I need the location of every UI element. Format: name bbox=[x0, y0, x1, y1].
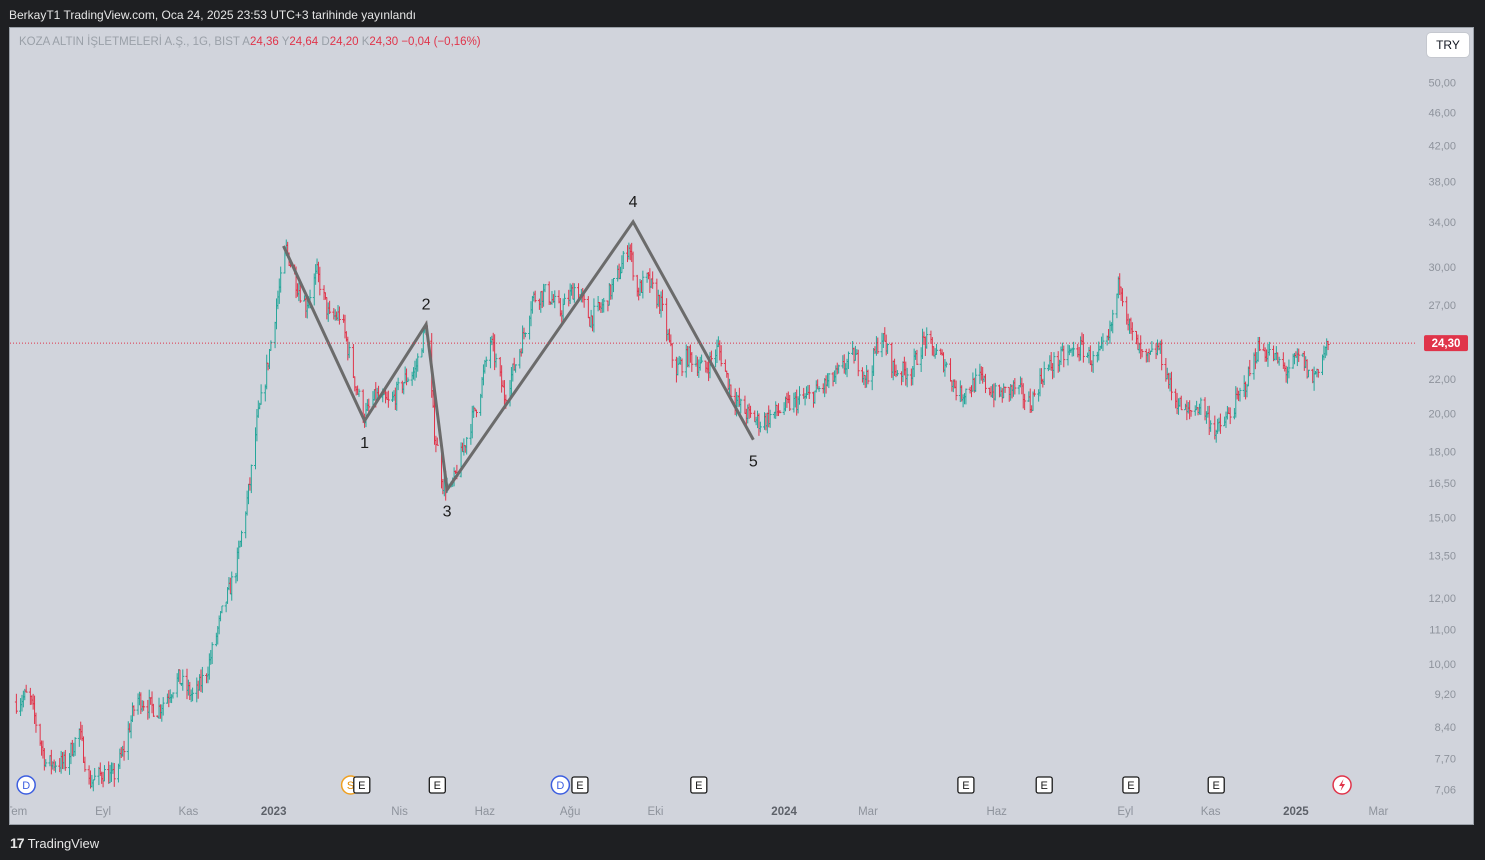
y-tick-label: 7,06 bbox=[1435, 785, 1456, 797]
y-tick-label: 10,00 bbox=[1428, 659, 1456, 671]
pattern-point-label: 5 bbox=[749, 454, 758, 471]
y-tick-label: 8,40 bbox=[1435, 722, 1456, 734]
y-tick-label: 30,00 bbox=[1428, 262, 1456, 274]
earnings-marker-label: E bbox=[358, 780, 365, 792]
earnings-marker bbox=[571, 776, 589, 794]
dividend-marker-label: D bbox=[22, 780, 30, 792]
zigzag-pattern-line bbox=[282, 218, 755, 494]
footer: 17 TradingView bbox=[0, 826, 1485, 860]
earnings-marker bbox=[1207, 776, 1225, 794]
high-value: 24,64 bbox=[289, 36, 319, 48]
x-tick-label: Mar bbox=[1369, 806, 1389, 818]
earnings-marker-label: E bbox=[1041, 780, 1048, 792]
close-label: K bbox=[361, 36, 370, 48]
x-tick-label: Haz bbox=[475, 806, 496, 818]
y-tick-label: 42,00 bbox=[1428, 140, 1456, 152]
price-line-layer: 24,30 bbox=[10, 335, 1468, 352]
y-tick-label: 13,50 bbox=[1428, 551, 1456, 563]
x-tick-label: Eki bbox=[647, 806, 663, 818]
earnings-marker-label: E bbox=[695, 780, 702, 792]
high-label: Y bbox=[281, 36, 290, 48]
x-tick-label: Kas bbox=[178, 806, 198, 818]
candles-layer bbox=[14, 239, 1330, 792]
low-label: D bbox=[321, 36, 330, 48]
publish-info-text: BerkayT1 TradingView.com, Oca 24, 2025 2… bbox=[9, 8, 417, 22]
y-tick-label: 50,00 bbox=[1428, 77, 1456, 89]
currency-button[interactable]: TRY bbox=[1427, 33, 1469, 57]
x-tick-label: Mar bbox=[858, 806, 878, 818]
pattern-layer: 1 2 3 4 5 bbox=[282, 194, 758, 521]
y-tick-label: 18,00 bbox=[1428, 447, 1456, 459]
y-tick-label: 34,00 bbox=[1428, 217, 1456, 229]
earnings-marker-label: E bbox=[1213, 780, 1220, 792]
earnings-marker bbox=[353, 776, 371, 794]
earnings-marker-label: E bbox=[1127, 780, 1134, 792]
pattern-point-label: 4 bbox=[629, 194, 638, 211]
split-marker-label: S bbox=[347, 780, 354, 792]
y-tick-label: 20,00 bbox=[1428, 409, 1456, 421]
ohlc-legend: KOZA ALTIN İŞLETMELERİ A.Ş., 1G, BIST A2… bbox=[19, 36, 481, 48]
symbol-name[interactable]: KOZA ALTIN İŞLETMELERİ A.Ş., 1G, BIST bbox=[19, 36, 240, 48]
y-tick-label: 16,50 bbox=[1428, 478, 1456, 490]
x-tick-label: 2025 bbox=[1283, 806, 1309, 818]
x-tick-label: Kas bbox=[1201, 806, 1221, 818]
price-chart[interactable]: 1 2 3 4 5 24,30 50,00 46,00 42,00 38,00 34,00 30,… bbox=[10, 28, 1474, 825]
open-label: A bbox=[242, 36, 250, 48]
price-axis: 50,00 46,00 42,00 38,00 34,00 30,00 27,00 22,00… bbox=[1428, 77, 1456, 796]
y-tick-label: 15,00 bbox=[1428, 512, 1456, 524]
close-value: 24,30 bbox=[369, 36, 399, 48]
pattern-point-label: 2 bbox=[422, 296, 431, 313]
y-tick-label: 7,70 bbox=[1435, 753, 1456, 765]
chart-panel[interactable]: 1 2 3 4 5 24,30 50,00 46,00 42,00 38,00 34,00 30,… bbox=[9, 27, 1474, 825]
x-tick-label: Ağu bbox=[560, 806, 580, 818]
open-value: 24,36 bbox=[249, 36, 279, 48]
x-tick-label: Eyl bbox=[1117, 806, 1133, 818]
change-value: −0,04 (−0,16%) bbox=[401, 36, 481, 48]
tradingview-logo-text: TradingView bbox=[27, 835, 100, 851]
earnings-marker-label: E bbox=[962, 780, 969, 792]
dividend-marker bbox=[550, 775, 571, 795]
earnings-marker bbox=[428, 776, 446, 794]
earnings-marker-label: E bbox=[576, 780, 583, 792]
earnings-marker bbox=[957, 776, 975, 794]
publish-header: BerkayT1 TradingView.com, Oca 24, 2025 2… bbox=[0, 0, 1485, 28]
y-tick-label: 11,00 bbox=[1429, 624, 1456, 636]
earnings-marker bbox=[690, 776, 708, 794]
earnings-marker-label: E bbox=[434, 780, 441, 792]
time-axis: Tem Eyl Kas 2023 Nis Haz Ağu Eki 2024 Mar Haz Eyl Ka… bbox=[10, 806, 1388, 818]
tradingview-logo[interactable]: 17 TradingView bbox=[10, 835, 99, 851]
flash-icon-bolt bbox=[1339, 779, 1346, 791]
last-price-badge bbox=[1424, 335, 1468, 352]
x-tick-label: 2023 bbox=[261, 806, 287, 818]
x-tick-label: Nis bbox=[391, 806, 408, 818]
pattern-point-label: 3 bbox=[443, 504, 452, 521]
pattern-point-label: 1 bbox=[360, 435, 369, 452]
y-tick-label: 12,00 bbox=[1428, 593, 1456, 605]
dividend-marker bbox=[16, 775, 36, 795]
x-tick-label: Tem bbox=[10, 806, 27, 818]
x-tick-label: 2024 bbox=[771, 806, 797, 818]
earnings-marker bbox=[1122, 776, 1140, 794]
y-tick-label: 27,00 bbox=[1428, 300, 1456, 312]
y-tick-label: 22,00 bbox=[1428, 374, 1456, 386]
y-tick-label: 9,20 bbox=[1435, 689, 1456, 701]
x-tick-label: Eyl bbox=[95, 806, 111, 818]
y-tick-label: 46,00 bbox=[1428, 108, 1456, 120]
y-tick-label: 38,00 bbox=[1428, 177, 1456, 189]
x-tick-label: Haz bbox=[986, 806, 1007, 818]
low-value: 24,20 bbox=[329, 36, 359, 48]
dividend-marker-label: D bbox=[556, 780, 564, 792]
tradingview-logo-icon: 17 bbox=[10, 835, 25, 851]
last-price-label: 24,30 bbox=[1432, 338, 1461, 350]
earnings-marker bbox=[1035, 776, 1053, 794]
